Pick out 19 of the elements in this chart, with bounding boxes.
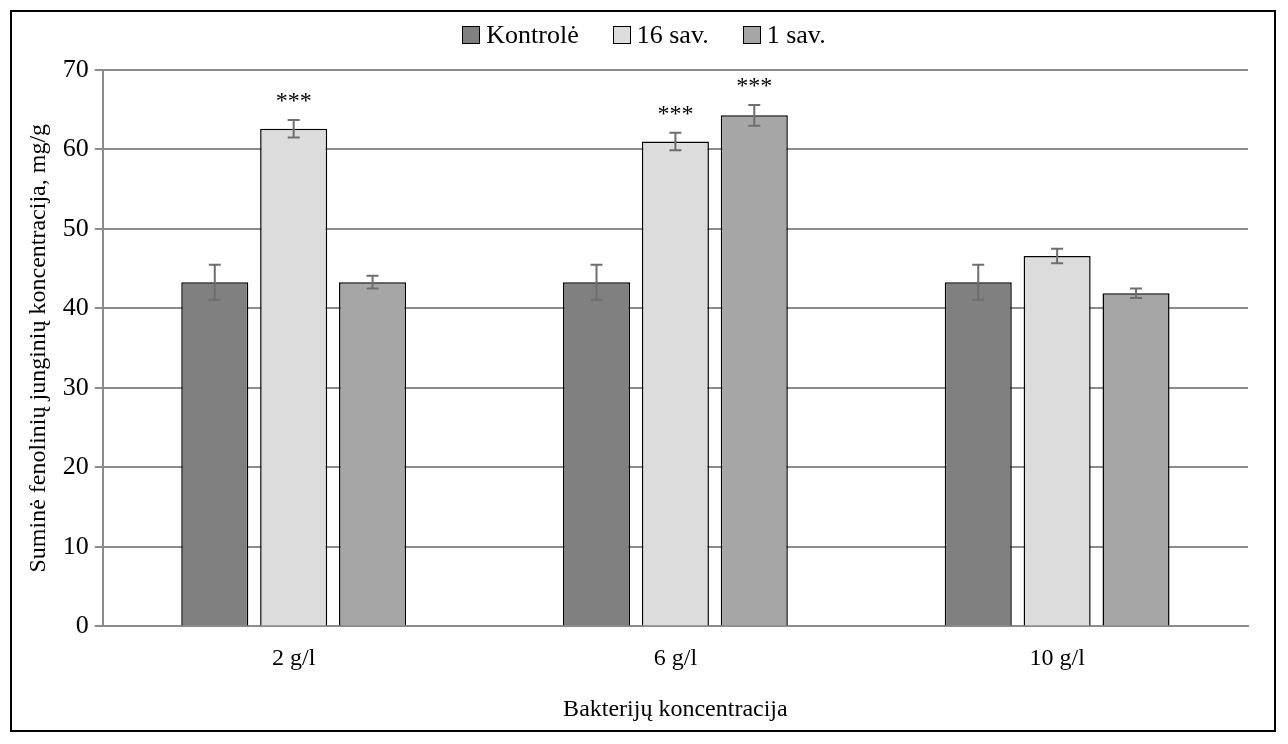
y-tick-label: 0 [75,610,89,640]
y-tick-label: 70 [62,53,89,83]
y-tick-label: 50 [62,212,89,242]
data-label: *** [657,100,694,127]
y-axis-title: Suminė fenolinių junginių koncentracija, mg/g [23,123,50,573]
x-tick-label: 6 g/l [653,644,698,671]
data-label: *** [736,72,773,99]
x-tick-label: 2 g/l [271,644,316,671]
y-tick-label: 40 [62,292,89,322]
legend-label: 1 sav. [766,20,826,50]
data-label: *** [275,87,312,114]
y-tick-label: 60 [62,133,89,163]
legend-label: 16 sav. [636,20,709,50]
x-axis-title: Bakterijų koncentracija [563,694,789,721]
legend-label: Kontrolė [486,20,579,50]
y-tick-label: 20 [62,451,89,481]
y-tick-label: 10 [62,530,89,560]
x-tick-label: 10 g/l [1029,644,1086,671]
y-tick-label: 30 [62,371,89,401]
